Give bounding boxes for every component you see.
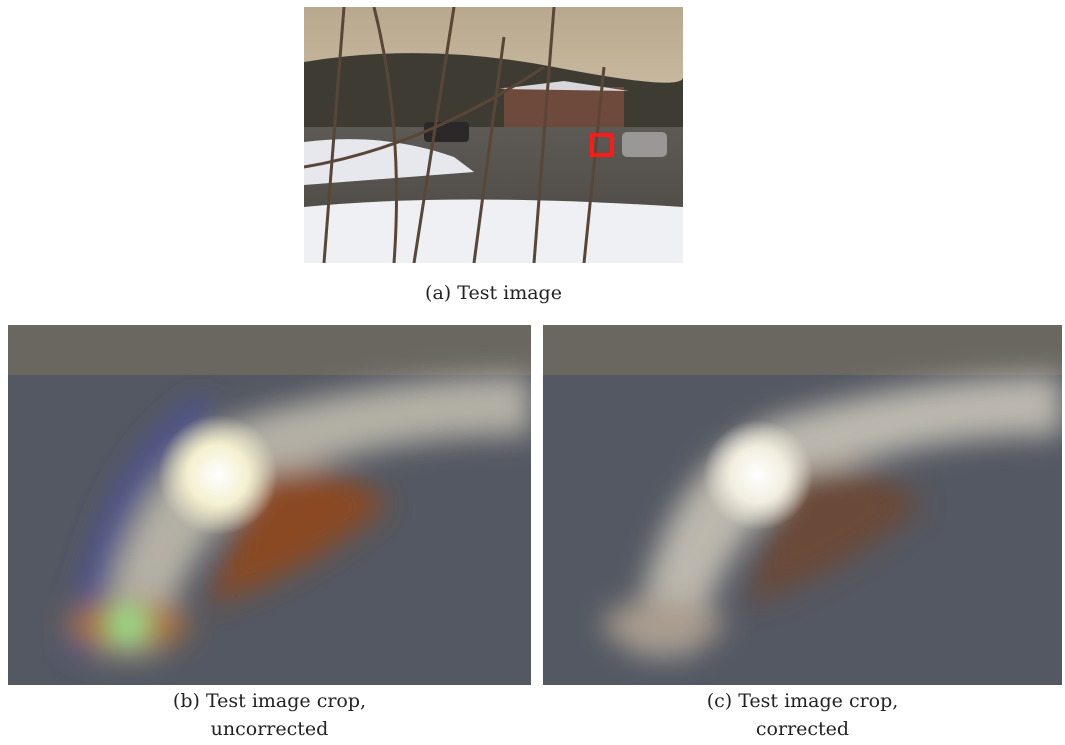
caption-label: (b) <box>172 690 200 712</box>
caption-text: Test image crop, <box>205 690 367 712</box>
test-image <box>304 7 683 263</box>
caption: (a) Test image <box>304 279 683 307</box>
caption-line: uncorrected <box>210 718 329 740</box>
caption-line: (c) Test image crop, <box>543 687 1062 715</box>
caption-line: (b) Test image crop, <box>8 687 531 715</box>
crop-corrected <box>543 325 1062 685</box>
caption-text: Test image crop, <box>738 690 899 712</box>
crop-uncorrected <box>8 325 531 685</box>
caption-text: Test image <box>457 282 562 304</box>
caption-line: corrected <box>755 718 850 740</box>
caption: (b) Test image crop, uncorrected <box>8 687 531 743</box>
caption-label: (c) <box>706 690 733 712</box>
caption: (c) Test image crop, corrected <box>543 687 1062 743</box>
caption-label: (a) <box>425 282 452 304</box>
